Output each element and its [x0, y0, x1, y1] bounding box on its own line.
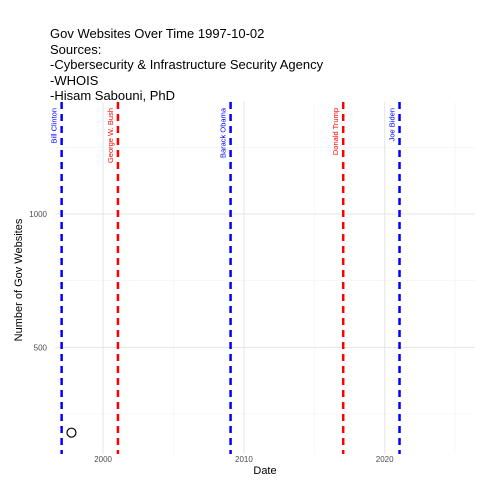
gridlines	[55, 102, 475, 454]
president-label: Donald Trump	[331, 108, 340, 155]
president-label: Barack Obama	[219, 107, 228, 158]
y-axis-title: Number of Gov Websites	[13, 218, 25, 341]
x-axis-title: Date	[253, 465, 276, 477]
y-tick-label: 500	[34, 343, 48, 352]
axis-ticks: 2000 2010 2020 500 1000	[29, 210, 394, 464]
president-label: George W. Bush	[106, 108, 115, 163]
title-block: Gov Websites Over Time 1997-10-02 Source…	[50, 26, 470, 104]
x-tick-label: 2000	[94, 455, 112, 464]
subtitle-line-3: -WHOIS	[50, 72, 99, 88]
president-label: Bill Clinton	[50, 108, 59, 143]
president-label: Joe Biden	[388, 108, 397, 141]
y-tick-label: 1000	[29, 210, 47, 219]
subtitle-line-1: Sources:	[50, 41, 102, 57]
chart-title: Gov Websites Over Time 1997-10-02	[50, 26, 265, 41]
subtitle-line-4: -Hisam Sabouni, PhD	[50, 88, 175, 103]
data-point	[66, 427, 77, 438]
president-lines: Bill Clinton George W. Bush Barack Obama Do…	[50, 102, 401, 454]
x-tick-label: 2020	[376, 455, 394, 464]
data-points	[66, 427, 77, 438]
x-tick-label: 2010	[235, 455, 253, 464]
subtitle-line-2: -Cybersecurity & Infrastructure Security…	[50, 57, 324, 72]
